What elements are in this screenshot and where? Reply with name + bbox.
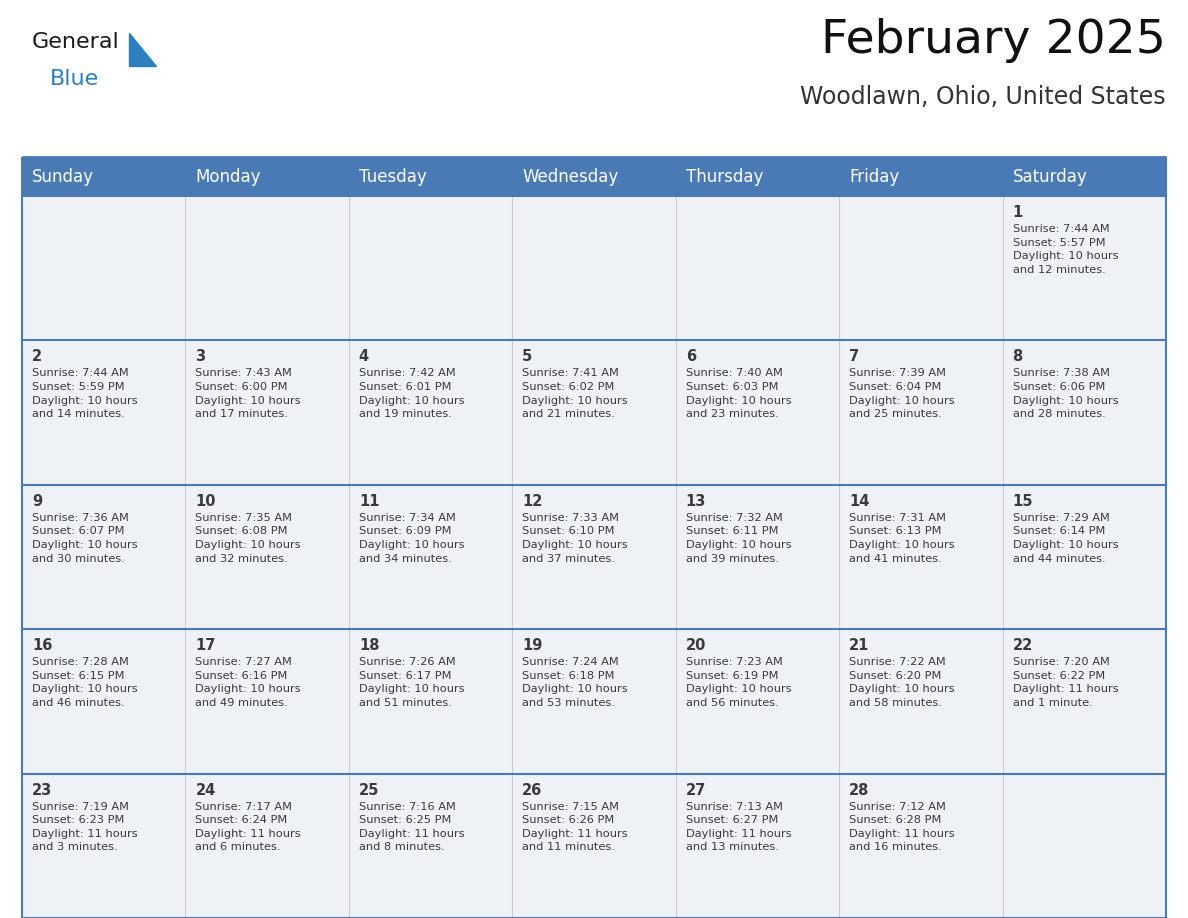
Bar: [23, 196, 1165, 341]
Text: Sunrise: 7:44 AM
Sunset: 5:57 PM
Daylight: 10 hours
and 12 minutes.: Sunrise: 7:44 AM Sunset: 5:57 PM Dayligh…: [1012, 224, 1118, 274]
Text: Sunrise: 7:38 AM
Sunset: 6:06 PM
Daylight: 10 hours
and 28 minutes.: Sunrise: 7:38 AM Sunset: 6:06 PM Dayligh…: [1012, 368, 1118, 420]
Text: Sunrise: 7:44 AM
Sunset: 5:59 PM
Daylight: 10 hours
and 14 minutes.: Sunrise: 7:44 AM Sunset: 5:59 PM Dayligh…: [32, 368, 138, 420]
Text: Monday: Monday: [196, 168, 261, 186]
Bar: [23, 774, 1165, 918]
Text: 1: 1: [1012, 205, 1023, 220]
Text: Sunrise: 7:36 AM
Sunset: 6:07 PM
Daylight: 10 hours
and 30 minutes.: Sunrise: 7:36 AM Sunset: 6:07 PM Dayligh…: [32, 513, 138, 564]
Text: Sunrise: 7:17 AM
Sunset: 6:24 PM
Daylight: 11 hours
and 6 minutes.: Sunrise: 7:17 AM Sunset: 6:24 PM Dayligh…: [196, 801, 301, 853]
Text: General: General: [32, 32, 120, 52]
Text: Sunrise: 7:35 AM
Sunset: 6:08 PM
Daylight: 10 hours
and 32 minutes.: Sunrise: 7:35 AM Sunset: 6:08 PM Dayligh…: [196, 513, 301, 564]
Text: Sunrise: 7:24 AM
Sunset: 6:18 PM
Daylight: 10 hours
and 53 minutes.: Sunrise: 7:24 AM Sunset: 6:18 PM Dayligh…: [523, 657, 628, 708]
Text: Sunrise: 7:28 AM
Sunset: 6:15 PM
Daylight: 10 hours
and 46 minutes.: Sunrise: 7:28 AM Sunset: 6:15 PM Dayligh…: [32, 657, 138, 708]
Text: 3: 3: [196, 350, 206, 364]
Text: Saturday: Saturday: [1012, 168, 1087, 186]
Text: 2: 2: [32, 350, 42, 364]
Text: 4: 4: [359, 350, 369, 364]
Text: 14: 14: [849, 494, 870, 509]
Bar: [23, 629, 1165, 774]
Text: Thursday: Thursday: [685, 168, 763, 186]
Text: Tuesday: Tuesday: [359, 168, 426, 186]
Text: 24: 24: [196, 783, 216, 798]
Text: 15: 15: [1012, 494, 1034, 509]
Text: 5: 5: [523, 350, 532, 364]
Text: 20: 20: [685, 638, 706, 654]
Text: Sunrise: 7:29 AM
Sunset: 6:14 PM
Daylight: 10 hours
and 44 minutes.: Sunrise: 7:29 AM Sunset: 6:14 PM Dayligh…: [1012, 513, 1118, 564]
Text: Sunrise: 7:22 AM
Sunset: 6:20 PM
Daylight: 10 hours
and 58 minutes.: Sunrise: 7:22 AM Sunset: 6:20 PM Dayligh…: [849, 657, 955, 708]
Text: 17: 17: [196, 638, 216, 654]
Text: 7: 7: [849, 350, 859, 364]
Text: Sunday: Sunday: [32, 168, 94, 186]
Text: Blue: Blue: [50, 69, 100, 89]
Text: 8: 8: [1012, 350, 1023, 364]
Text: 10: 10: [196, 494, 216, 509]
Text: 21: 21: [849, 638, 870, 654]
Text: Sunrise: 7:13 AM
Sunset: 6:27 PM
Daylight: 11 hours
and 13 minutes.: Sunrise: 7:13 AM Sunset: 6:27 PM Dayligh…: [685, 801, 791, 853]
Text: 13: 13: [685, 494, 706, 509]
Text: Sunrise: 7:41 AM
Sunset: 6:02 PM
Daylight: 10 hours
and 21 minutes.: Sunrise: 7:41 AM Sunset: 6:02 PM Dayligh…: [523, 368, 628, 420]
Text: Sunrise: 7:26 AM
Sunset: 6:17 PM
Daylight: 10 hours
and 51 minutes.: Sunrise: 7:26 AM Sunset: 6:17 PM Dayligh…: [359, 657, 465, 708]
Text: Sunrise: 7:19 AM
Sunset: 6:23 PM
Daylight: 11 hours
and 3 minutes.: Sunrise: 7:19 AM Sunset: 6:23 PM Dayligh…: [32, 801, 138, 853]
Text: Sunrise: 7:31 AM
Sunset: 6:13 PM
Daylight: 10 hours
and 41 minutes.: Sunrise: 7:31 AM Sunset: 6:13 PM Dayligh…: [849, 513, 955, 564]
Text: 23: 23: [32, 783, 52, 798]
Text: 26: 26: [523, 783, 543, 798]
Text: 25: 25: [359, 783, 379, 798]
Text: Sunrise: 7:20 AM
Sunset: 6:22 PM
Daylight: 11 hours
and 1 minute.: Sunrise: 7:20 AM Sunset: 6:22 PM Dayligh…: [1012, 657, 1118, 708]
Polygon shape: [129, 33, 156, 66]
Text: Sunrise: 7:33 AM
Sunset: 6:10 PM
Daylight: 10 hours
and 37 minutes.: Sunrise: 7:33 AM Sunset: 6:10 PM Dayligh…: [523, 513, 628, 564]
Text: 19: 19: [523, 638, 543, 654]
Text: Sunrise: 7:15 AM
Sunset: 6:26 PM
Daylight: 11 hours
and 11 minutes.: Sunrise: 7:15 AM Sunset: 6:26 PM Dayligh…: [523, 801, 628, 853]
Text: Sunrise: 7:27 AM
Sunset: 6:16 PM
Daylight: 10 hours
and 49 minutes.: Sunrise: 7:27 AM Sunset: 6:16 PM Dayligh…: [196, 657, 301, 708]
Bar: [23, 341, 1165, 485]
Text: Sunrise: 7:16 AM
Sunset: 6:25 PM
Daylight: 11 hours
and 8 minutes.: Sunrise: 7:16 AM Sunset: 6:25 PM Dayligh…: [359, 801, 465, 853]
Text: February 2025: February 2025: [821, 18, 1165, 63]
Text: 16: 16: [32, 638, 52, 654]
Text: 22: 22: [1012, 638, 1032, 654]
Text: 18: 18: [359, 638, 379, 654]
Text: Sunrise: 7:39 AM
Sunset: 6:04 PM
Daylight: 10 hours
and 25 minutes.: Sunrise: 7:39 AM Sunset: 6:04 PM Dayligh…: [849, 368, 955, 420]
Text: Sunrise: 7:40 AM
Sunset: 6:03 PM
Daylight: 10 hours
and 23 minutes.: Sunrise: 7:40 AM Sunset: 6:03 PM Dayligh…: [685, 368, 791, 420]
Text: 9: 9: [32, 494, 42, 509]
Text: Sunrise: 7:23 AM
Sunset: 6:19 PM
Daylight: 10 hours
and 56 minutes.: Sunrise: 7:23 AM Sunset: 6:19 PM Dayligh…: [685, 657, 791, 708]
Text: Sunrise: 7:34 AM
Sunset: 6:09 PM
Daylight: 10 hours
and 34 minutes.: Sunrise: 7:34 AM Sunset: 6:09 PM Dayligh…: [359, 513, 465, 564]
Bar: [23, 158, 1165, 196]
Text: Friday: Friday: [849, 168, 899, 186]
Text: 6: 6: [685, 350, 696, 364]
Text: Sunrise: 7:12 AM
Sunset: 6:28 PM
Daylight: 11 hours
and 16 minutes.: Sunrise: 7:12 AM Sunset: 6:28 PM Dayligh…: [849, 801, 955, 853]
Text: Sunrise: 7:43 AM
Sunset: 6:00 PM
Daylight: 10 hours
and 17 minutes.: Sunrise: 7:43 AM Sunset: 6:00 PM Dayligh…: [196, 368, 301, 420]
Text: 11: 11: [359, 494, 379, 509]
Text: 12: 12: [523, 494, 543, 509]
Text: Woodlawn, Ohio, United States: Woodlawn, Ohio, United States: [801, 85, 1165, 109]
Text: 27: 27: [685, 783, 706, 798]
Text: 28: 28: [849, 783, 870, 798]
Text: Sunrise: 7:32 AM
Sunset: 6:11 PM
Daylight: 10 hours
and 39 minutes.: Sunrise: 7:32 AM Sunset: 6:11 PM Dayligh…: [685, 513, 791, 564]
Text: Sunrise: 7:42 AM
Sunset: 6:01 PM
Daylight: 10 hours
and 19 minutes.: Sunrise: 7:42 AM Sunset: 6:01 PM Dayligh…: [359, 368, 465, 420]
Bar: [23, 485, 1165, 629]
Text: Wednesday: Wednesday: [523, 168, 619, 186]
